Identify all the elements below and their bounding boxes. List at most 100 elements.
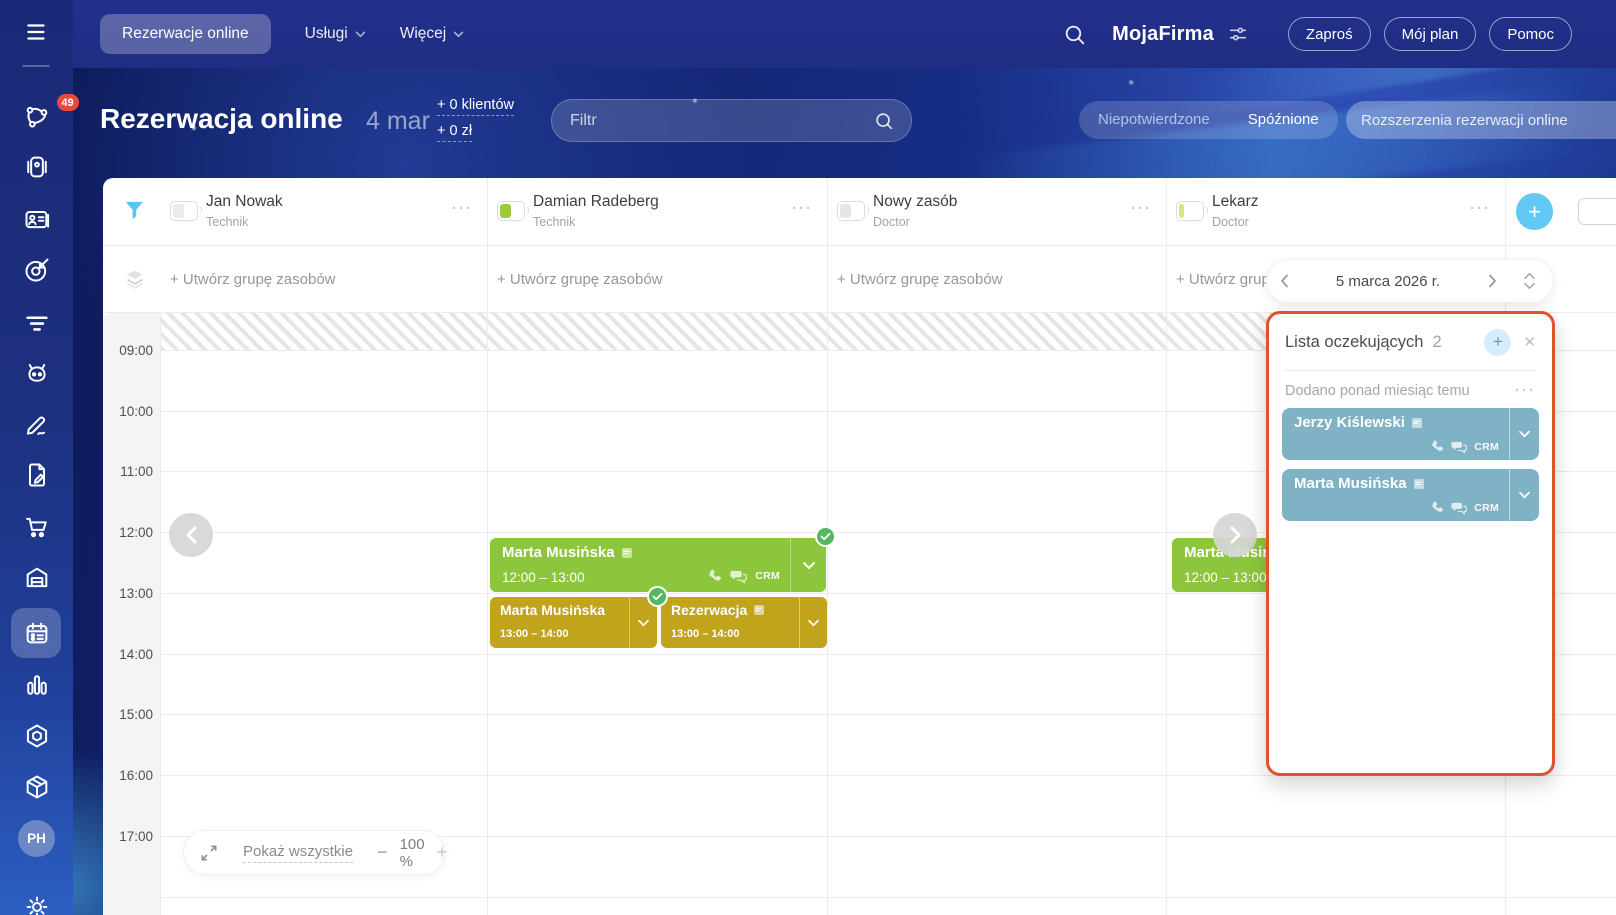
show-all-link[interactable]: Pokaż wszystkie xyxy=(243,843,354,863)
next-day-button[interactable] xyxy=(1475,274,1509,288)
chat-icon xyxy=(1451,502,1467,515)
search-icon[interactable] xyxy=(1062,22,1087,47)
waitlist-item[interactable]: Marta Musińska CRM xyxy=(1282,469,1539,521)
event-expand-button[interactable] xyxy=(629,597,657,648)
appointment-card[interactable]: Rezerwacja 13:00 – 14:00 xyxy=(661,597,827,648)
nav-item-more[interactable]: Więcej xyxy=(400,25,465,43)
add-to-waitlist-button[interactable]: + xyxy=(1484,328,1512,356)
note-icon xyxy=(1411,417,1422,428)
sidebar-item-inventory[interactable] xyxy=(0,773,73,801)
resource-avatar xyxy=(170,201,202,221)
sidebar-item-marketing[interactable] xyxy=(0,256,73,284)
date-stepper[interactable] xyxy=(1509,272,1549,290)
sidebar: 49 xyxy=(0,0,79,915)
date-picker: 5 marca 2026 r. xyxy=(1266,259,1554,303)
chevron-down-icon xyxy=(1523,282,1535,290)
sidebar-item-funnel[interactable] xyxy=(0,309,73,337)
zoom-level: 100 % xyxy=(399,835,425,870)
toggle-unconfirmed[interactable]: Niepotwierdzone xyxy=(1098,111,1210,128)
resource-name: Damian Radeberg xyxy=(533,193,659,210)
chevron-down-icon xyxy=(638,619,649,626)
search-icon[interactable] xyxy=(873,110,895,132)
sidebar-item-referrals[interactable]: 49 xyxy=(0,94,79,135)
layers-icon[interactable] xyxy=(122,265,148,296)
waitlist-item-expand-button[interactable] xyxy=(1509,469,1539,521)
toggle-late[interactable]: Spóźnione xyxy=(1247,111,1319,128)
company-name[interactable]: MojaFirma xyxy=(1112,22,1214,45)
resource-column-header[interactable]: Jan Nowak Technik ··· xyxy=(160,178,487,245)
sidebar-item-integrations[interactable] xyxy=(0,722,73,750)
filter-input[interactable] xyxy=(552,111,873,130)
scroll-left-button[interactable] xyxy=(169,513,213,557)
appointment-card[interactable]: Marta Musińska 12:00 – 13:00 CRM xyxy=(490,538,826,592)
revenue-stat[interactable]: + 0 zł xyxy=(437,123,473,142)
scroll-right-button[interactable] xyxy=(1213,513,1257,557)
sidebar-item-warehouse[interactable] xyxy=(0,564,73,592)
create-resource-group-link[interactable]: + Utwórz grupę zasobów xyxy=(170,270,336,288)
zoom-out-button[interactable]: − xyxy=(377,842,388,862)
sidebar-item-clients[interactable] xyxy=(0,205,73,233)
close-icon[interactable]: ✕ xyxy=(1523,334,1536,351)
column-menu-button[interactable]: ··· xyxy=(792,200,813,217)
sidebar-item-analytics[interactable] xyxy=(0,671,73,699)
resource-column-header[interactable]: Damian Radeberg Technik ··· xyxy=(487,178,827,245)
create-resource-group-link[interactable]: + Utwórz grupę zasobów xyxy=(497,270,663,288)
column-menu-button[interactable]: ··· xyxy=(1131,200,1152,217)
bar-chart-icon xyxy=(26,675,47,695)
selected-date[interactable]: 5 marca 2026 r. xyxy=(1335,272,1441,290)
column-menu-button[interactable]: ··· xyxy=(1470,200,1491,217)
help-button[interactable]: Pomoc xyxy=(1489,17,1572,51)
online-booking-extensions-button[interactable]: Rozszerzenia rezerwacji online xyxy=(1346,101,1616,139)
sidebar-item-calendar-active[interactable] xyxy=(0,619,73,647)
sidebar-item-terminal[interactable] xyxy=(0,153,73,181)
target-icon xyxy=(25,258,48,282)
appointment-card[interactable]: Marta Musińska 13:00 – 14:00 xyxy=(490,597,657,648)
chat-icon xyxy=(1451,441,1467,454)
filter-funnel-icon[interactable] xyxy=(123,199,146,227)
package-icon xyxy=(26,775,47,799)
column-menu-button[interactable]: ··· xyxy=(452,200,473,217)
sidebar-item-shop[interactable] xyxy=(0,513,73,541)
add-resource-button[interactable]: + xyxy=(1516,193,1553,230)
pencil-icon xyxy=(26,416,45,435)
confirmed-check-badge xyxy=(815,526,836,547)
expand-icon[interactable] xyxy=(199,843,219,863)
nav-item-services[interactable]: Usługi xyxy=(305,25,366,43)
sidebar-item-settings[interactable] xyxy=(0,893,73,915)
waitlist-item[interactable]: Jerzy Kiślewski CRM xyxy=(1282,408,1539,460)
cart-icon xyxy=(25,517,47,538)
create-resource-group-link[interactable]: + Utwórz grupę zasobów xyxy=(837,270,1003,288)
event-expand-button[interactable] xyxy=(799,597,827,648)
chevron-left-icon xyxy=(186,526,196,544)
sidebar-user-avatar[interactable]: PH xyxy=(0,820,73,857)
nav-item-online-bookings[interactable]: Rezerwacje online xyxy=(100,14,271,54)
crm-badge: CRM xyxy=(1474,440,1499,453)
chevron-left-icon xyxy=(1280,274,1288,288)
terminal-icon xyxy=(26,156,47,178)
gear-icon xyxy=(26,896,47,915)
time-label: 09:00 xyxy=(119,343,153,358)
resource-role: Doctor xyxy=(1212,215,1249,229)
sidebar-item-forms[interactable] xyxy=(0,461,73,489)
zoom-in-button[interactable]: + xyxy=(436,842,448,862)
my-plan-button[interactable]: Mój plan xyxy=(1383,17,1477,51)
time-label: 16:00 xyxy=(119,768,153,783)
sliders-icon[interactable] xyxy=(1227,23,1249,45)
sidebar-item-bot[interactable] xyxy=(0,358,73,386)
prev-day-button[interactable] xyxy=(1267,274,1301,288)
resource-column-header[interactable]: Lekarz Doctor ··· xyxy=(1166,178,1505,245)
time-label: 10:00 xyxy=(119,404,153,419)
waitlist-item-expand-button[interactable] xyxy=(1509,408,1539,460)
event-expand-button[interactable] xyxy=(790,538,826,592)
resource-role: Doctor xyxy=(873,215,910,229)
invite-button[interactable]: Zaproś xyxy=(1287,17,1371,51)
time-label: 17:00 xyxy=(119,829,153,844)
sidebar-item-signature[interactable] xyxy=(0,410,73,438)
resource-column-header[interactable]: Nowy zasób Doctor ··· xyxy=(827,178,1166,245)
clients-stat[interactable]: + 0 klientów xyxy=(437,97,514,116)
time-label: 13:00 xyxy=(119,586,153,601)
group-menu-button[interactable]: ··· xyxy=(1515,382,1536,399)
phone-icon xyxy=(709,569,722,581)
chat-icon xyxy=(730,570,747,584)
hamburger-menu-icon[interactable] xyxy=(0,19,73,45)
